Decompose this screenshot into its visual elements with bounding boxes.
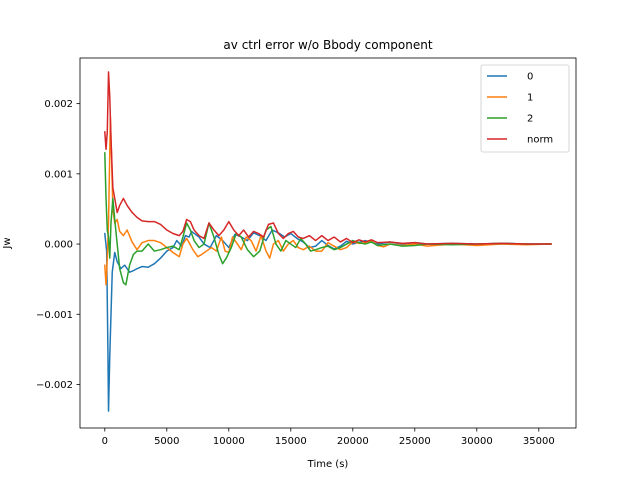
legend: 0 1 2 norm xyxy=(480,64,570,153)
x-tick-label: 15000 xyxy=(275,436,307,447)
y-tick-label: 0.000 xyxy=(44,240,73,251)
legend-label-1: 1 xyxy=(527,93,533,104)
legend-label-norm: norm xyxy=(527,135,553,146)
y-tick-label: −0.001 xyxy=(36,310,73,321)
series-group xyxy=(104,71,552,412)
series-line-1 xyxy=(104,116,552,286)
y-axis: −0.002 −0.001 0.000 0.001 0.002 xyxy=(36,99,80,391)
x-tick-label: 30000 xyxy=(461,436,493,447)
series-line-norm xyxy=(104,71,552,245)
legend-label-0: 0 xyxy=(527,72,533,83)
y-tick-label: 0.002 xyxy=(44,99,73,110)
x-axis-label: Time (s) xyxy=(307,459,349,470)
x-tick-label: 25000 xyxy=(399,436,431,447)
y-tick-label: 0.001 xyxy=(44,169,73,180)
x-tick-label: 35000 xyxy=(523,436,555,447)
x-tick-label: 10000 xyxy=(213,436,245,447)
x-tick-label: 5000 xyxy=(154,436,179,447)
y-axis-label: Jw xyxy=(2,237,13,249)
chart-title: av ctrl error w/o Bbody component xyxy=(223,38,432,52)
x-axis: 0 5000 10000 15000 20000 25000 30000 35000 xyxy=(102,428,555,447)
legend-label-2: 2 xyxy=(527,114,533,125)
y-tick-label: −0.002 xyxy=(36,380,73,391)
plot-frame xyxy=(79,57,577,429)
x-tick-label: 20000 xyxy=(337,436,369,447)
x-tick-label: 0 xyxy=(102,436,108,447)
legend-box xyxy=(480,64,570,153)
